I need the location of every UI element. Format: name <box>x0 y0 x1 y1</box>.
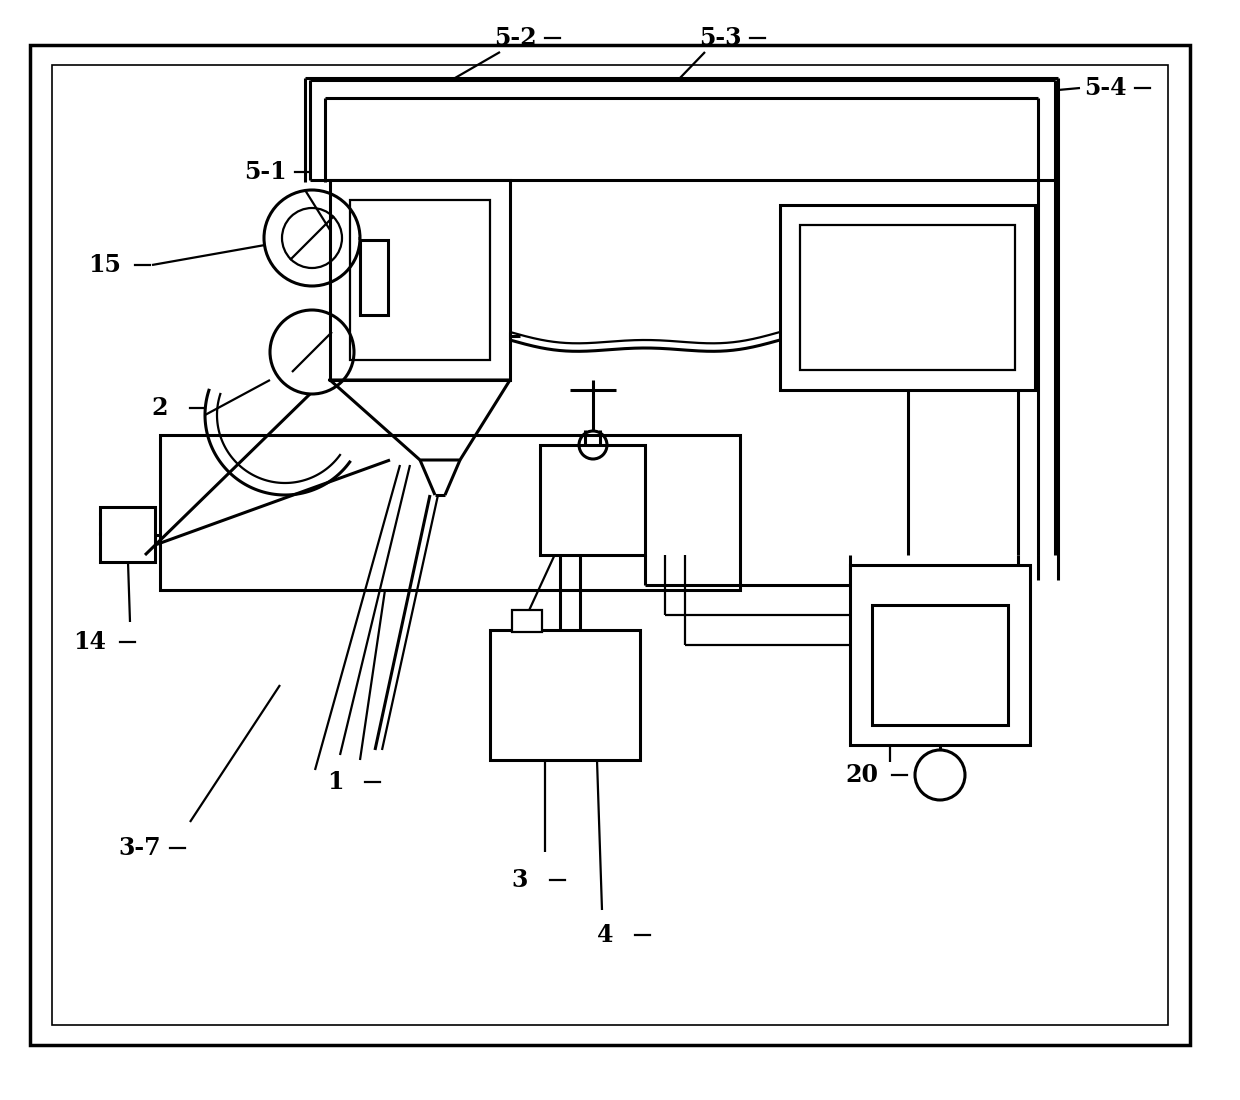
Bar <box>872 605 1008 725</box>
Text: 1: 1 <box>327 770 343 794</box>
Bar <box>330 180 510 380</box>
Text: 20: 20 <box>846 763 878 786</box>
Bar <box>100 507 155 562</box>
Bar <box>849 565 1030 745</box>
Text: 3-7: 3-7 <box>119 836 161 860</box>
Text: 14: 14 <box>73 630 107 654</box>
Text: 4: 4 <box>596 923 614 947</box>
Text: 5-3: 5-3 <box>699 26 742 50</box>
Bar <box>490 630 640 760</box>
Bar <box>512 610 542 632</box>
Polygon shape <box>330 379 510 460</box>
Text: 15: 15 <box>88 253 122 277</box>
Bar <box>350 200 490 360</box>
Bar <box>160 434 740 590</box>
Text: 5-4: 5-4 <box>1084 76 1126 100</box>
Text: 5-1: 5-1 <box>244 160 286 184</box>
Text: 3: 3 <box>512 868 528 892</box>
Bar <box>360 240 388 315</box>
Bar <box>539 446 645 556</box>
Bar <box>780 205 1035 390</box>
Text: 5-2: 5-2 <box>494 26 537 50</box>
Bar <box>52 65 1168 1025</box>
Bar <box>800 226 1016 370</box>
Text: 2: 2 <box>151 396 169 420</box>
